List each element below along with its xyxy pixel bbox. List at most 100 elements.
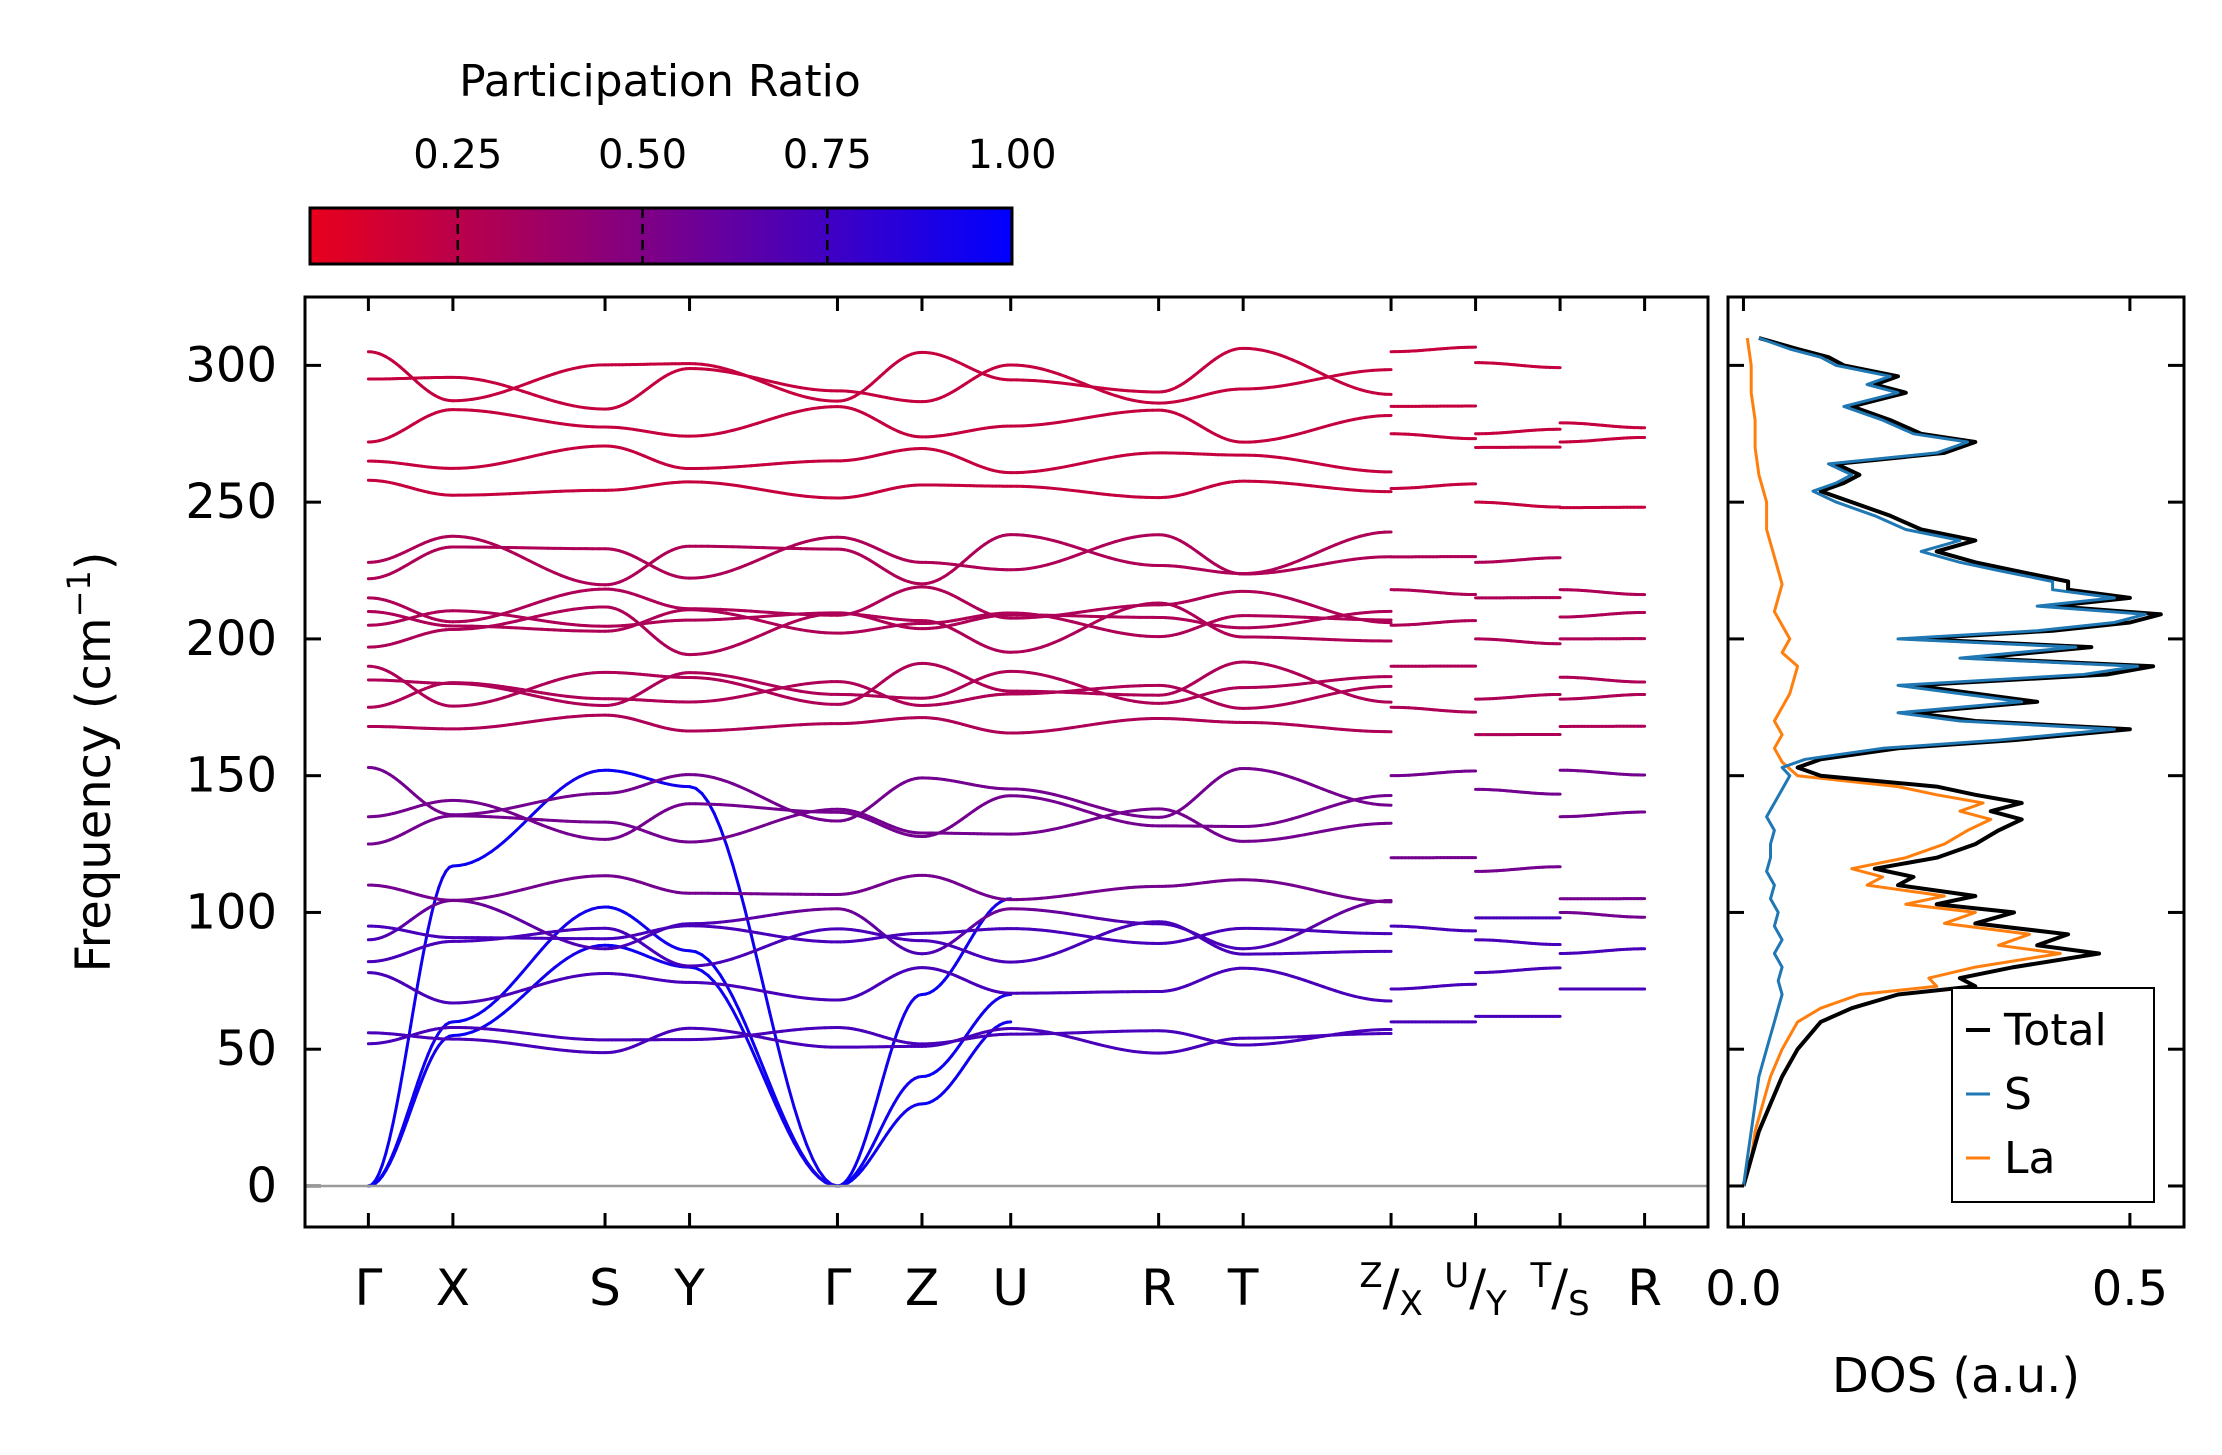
acoustic-branch [402, 1119, 409, 1132]
acoustic-branch [712, 811, 722, 830]
acoustic-branch [725, 983, 735, 999]
acoustic-branch [712, 964, 722, 977]
acoustic-branch [755, 1051, 766, 1070]
acoustic-branch [398, 1065, 406, 1089]
acoustic-branch [774, 1097, 784, 1115]
acoustic-branch [412, 983, 420, 1007]
acoustic-branch [377, 1163, 384, 1176]
acoustic-branch [423, 1052, 430, 1065]
acoustic-branch [749, 1046, 759, 1064]
acoustic-branch [895, 1021, 903, 1034]
acoustic-branch [395, 1138, 402, 1150]
acoustic-branch [885, 1052, 892, 1067]
acoustic-branch [755, 958, 766, 988]
acoustic-branch [857, 1147, 864, 1160]
acoustic-branch [749, 933, 759, 962]
acoustic-branch [860, 1136, 868, 1151]
acoustic-branch [402, 1113, 409, 1127]
acoustic-branch [774, 1103, 784, 1120]
acoustic-branch [409, 1003, 416, 1028]
acoustic-branch [718, 988, 729, 1001]
acoustic-branch [737, 884, 747, 912]
acoustic-branch [731, 1008, 741, 1024]
acoustic-branch [398, 1123, 406, 1137]
acoustic-branch [762, 1075, 772, 1093]
acoustic-branch [805, 1143, 815, 1161]
acoustic-branch [768, 1010, 778, 1040]
acoustic-branch [416, 1080, 423, 1093]
colorbar-gradient [308, 206, 1014, 266]
acoustic-branch [514, 970, 525, 981]
acoustic-branch [405, 1109, 413, 1123]
acoustic-branch [874, 1088, 882, 1105]
colorbar-tick-label: 1.00 [967, 132, 1056, 178]
acoustic-branch [864, 1125, 871, 1140]
acoustic-branch [792, 1141, 802, 1156]
colorbar-tick-label: 0.25 [413, 132, 502, 178]
acoustic-branch [878, 1076, 885, 1092]
colorbar-tick-label: 0.75 [783, 132, 872, 178]
acoustic-branch [540, 940, 550, 952]
acoustic-branch [780, 1116, 790, 1133]
acoustic-branch [768, 1089, 778, 1107]
acoustic-branch [402, 1045, 409, 1069]
colorbar-ticks: 0.25 0.50 0.75 1.00 [413, 132, 1057, 264]
acoustic-branch [416, 1071, 423, 1085]
acoustic-branch [762, 1066, 772, 1086]
acoustic-branch [749, 1036, 759, 1055]
colorbar-title: Participation Ratio [459, 56, 861, 107]
acoustic-branch [725, 997, 735, 1012]
acoustic-branch [433, 885, 441, 901]
acoustic-branch [700, 791, 710, 804]
acoustic-branch [731, 863, 741, 888]
acoustic-branch [527, 955, 537, 966]
acoustic-branch [391, 1104, 399, 1125]
acoustic-branch [817, 1169, 827, 1181]
colorbar-tick-label: 0.50 [598, 132, 687, 178]
acoustic-branch [731, 995, 741, 1012]
acoustic-branch [881, 1063, 889, 1080]
acoustic-branch [412, 1081, 420, 1095]
colorbar: Participation Ratio 0.25 0.50 0.75 1.00 [308, 56, 1057, 266]
acoustic-branch [768, 1082, 778, 1101]
acoustic-branch [811, 1157, 821, 1173]
acoustic-branch [508, 977, 518, 988]
acoustic-branch [725, 843, 735, 867]
acoustic-branch [521, 962, 531, 974]
acoustic-branch [786, 1084, 796, 1110]
acoustic-branch [437, 876, 444, 889]
acoustic-branch [786, 1125, 796, 1142]
band-lines [366, 345, 1647, 1188]
acoustic-branch [409, 1091, 416, 1106]
acoustic-branch [780, 1111, 790, 1129]
acoustic-branch [416, 963, 423, 987]
acoustic-branch [755, 1060, 766, 1079]
acoustic-branch [792, 1106, 802, 1129]
acoustic-branch [384, 1137, 392, 1155]
acoustic-branch [871, 1101, 878, 1117]
acoustic-branch [419, 944, 427, 967]
acoustic-branch [409, 1099, 416, 1113]
acoustic-branch [419, 1061, 427, 1075]
acoustic-branch [426, 911, 434, 931]
acoustic-branch [395, 1085, 402, 1108]
acoustic-branch [412, 1089, 420, 1103]
acoustic-branch [398, 1128, 406, 1142]
acoustic-branch [737, 1008, 747, 1025]
acoustic-branch [774, 1036, 784, 1065]
acoustic-branch [867, 1113, 875, 1129]
acoustic-branch [502, 984, 512, 995]
acoustic-branch [419, 1071, 427, 1084]
acoustic-branch [423, 927, 430, 948]
acoustic-branch [780, 1061, 790, 1088]
acoustic-branch [798, 1152, 809, 1165]
acoustic-branch [798, 1125, 809, 1147]
acoustic-branch [786, 1129, 796, 1145]
acoustic-branch [805, 1161, 815, 1173]
acoustic-branch [533, 948, 544, 959]
acoustic-branch [380, 1151, 388, 1167]
acoustic-branch [405, 1102, 413, 1117]
acoustic-branch [388, 1121, 395, 1141]
